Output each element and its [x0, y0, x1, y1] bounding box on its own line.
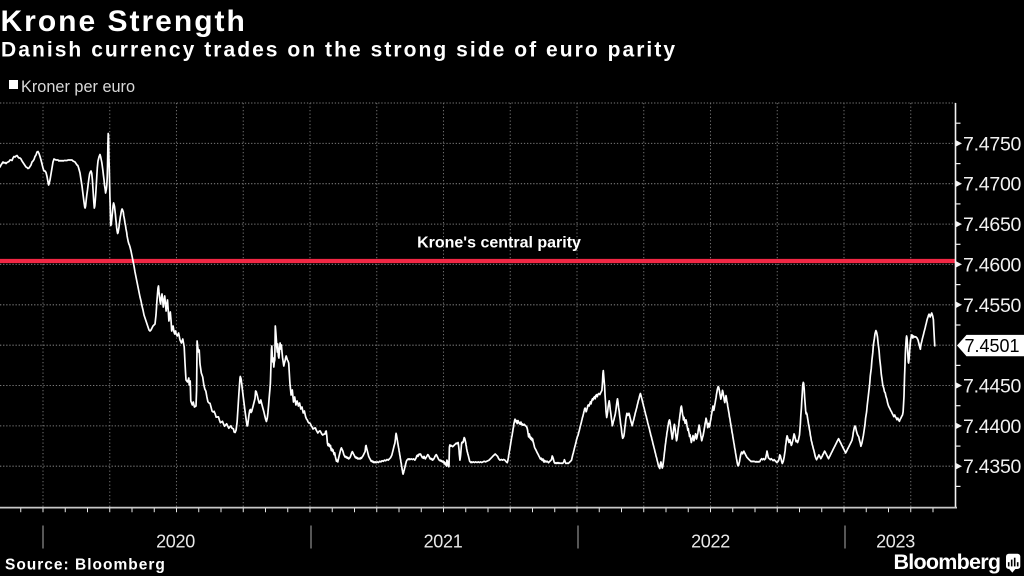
svg-text:7.4700: 7.4700 [963, 174, 1022, 196]
svg-text:7.4450: 7.4450 [963, 376, 1022, 398]
svg-text:7.4650: 7.4650 [963, 214, 1022, 236]
svg-text:Source: Bloomberg: Source: Bloomberg [5, 557, 166, 574]
svg-text:Krone Strength: Krone Strength [1, 5, 247, 38]
svg-text:Danish currency trades on the: Danish currency trades on the strong sid… [1, 39, 677, 62]
svg-text:Bloomberg: Bloomberg [894, 550, 1001, 574]
svg-text:7.4550: 7.4550 [963, 295, 1022, 317]
svg-text:7.4501: 7.4501 [965, 336, 1020, 356]
svg-text:Krone's central parity: Krone's central parity [417, 235, 581, 252]
svg-text:2022: 2022 [691, 532, 730, 552]
svg-text:7.4400: 7.4400 [963, 416, 1022, 438]
svg-text:7.4600: 7.4600 [963, 254, 1022, 276]
svg-text:Kroner per euro: Kroner per euro [21, 78, 135, 96]
svg-text:7.4750: 7.4750 [963, 133, 1022, 155]
svg-text:7.4350: 7.4350 [963, 456, 1022, 478]
svg-text:2020: 2020 [156, 532, 195, 552]
svg-text:2023: 2023 [876, 532, 915, 552]
svg-text:2021: 2021 [424, 532, 463, 552]
